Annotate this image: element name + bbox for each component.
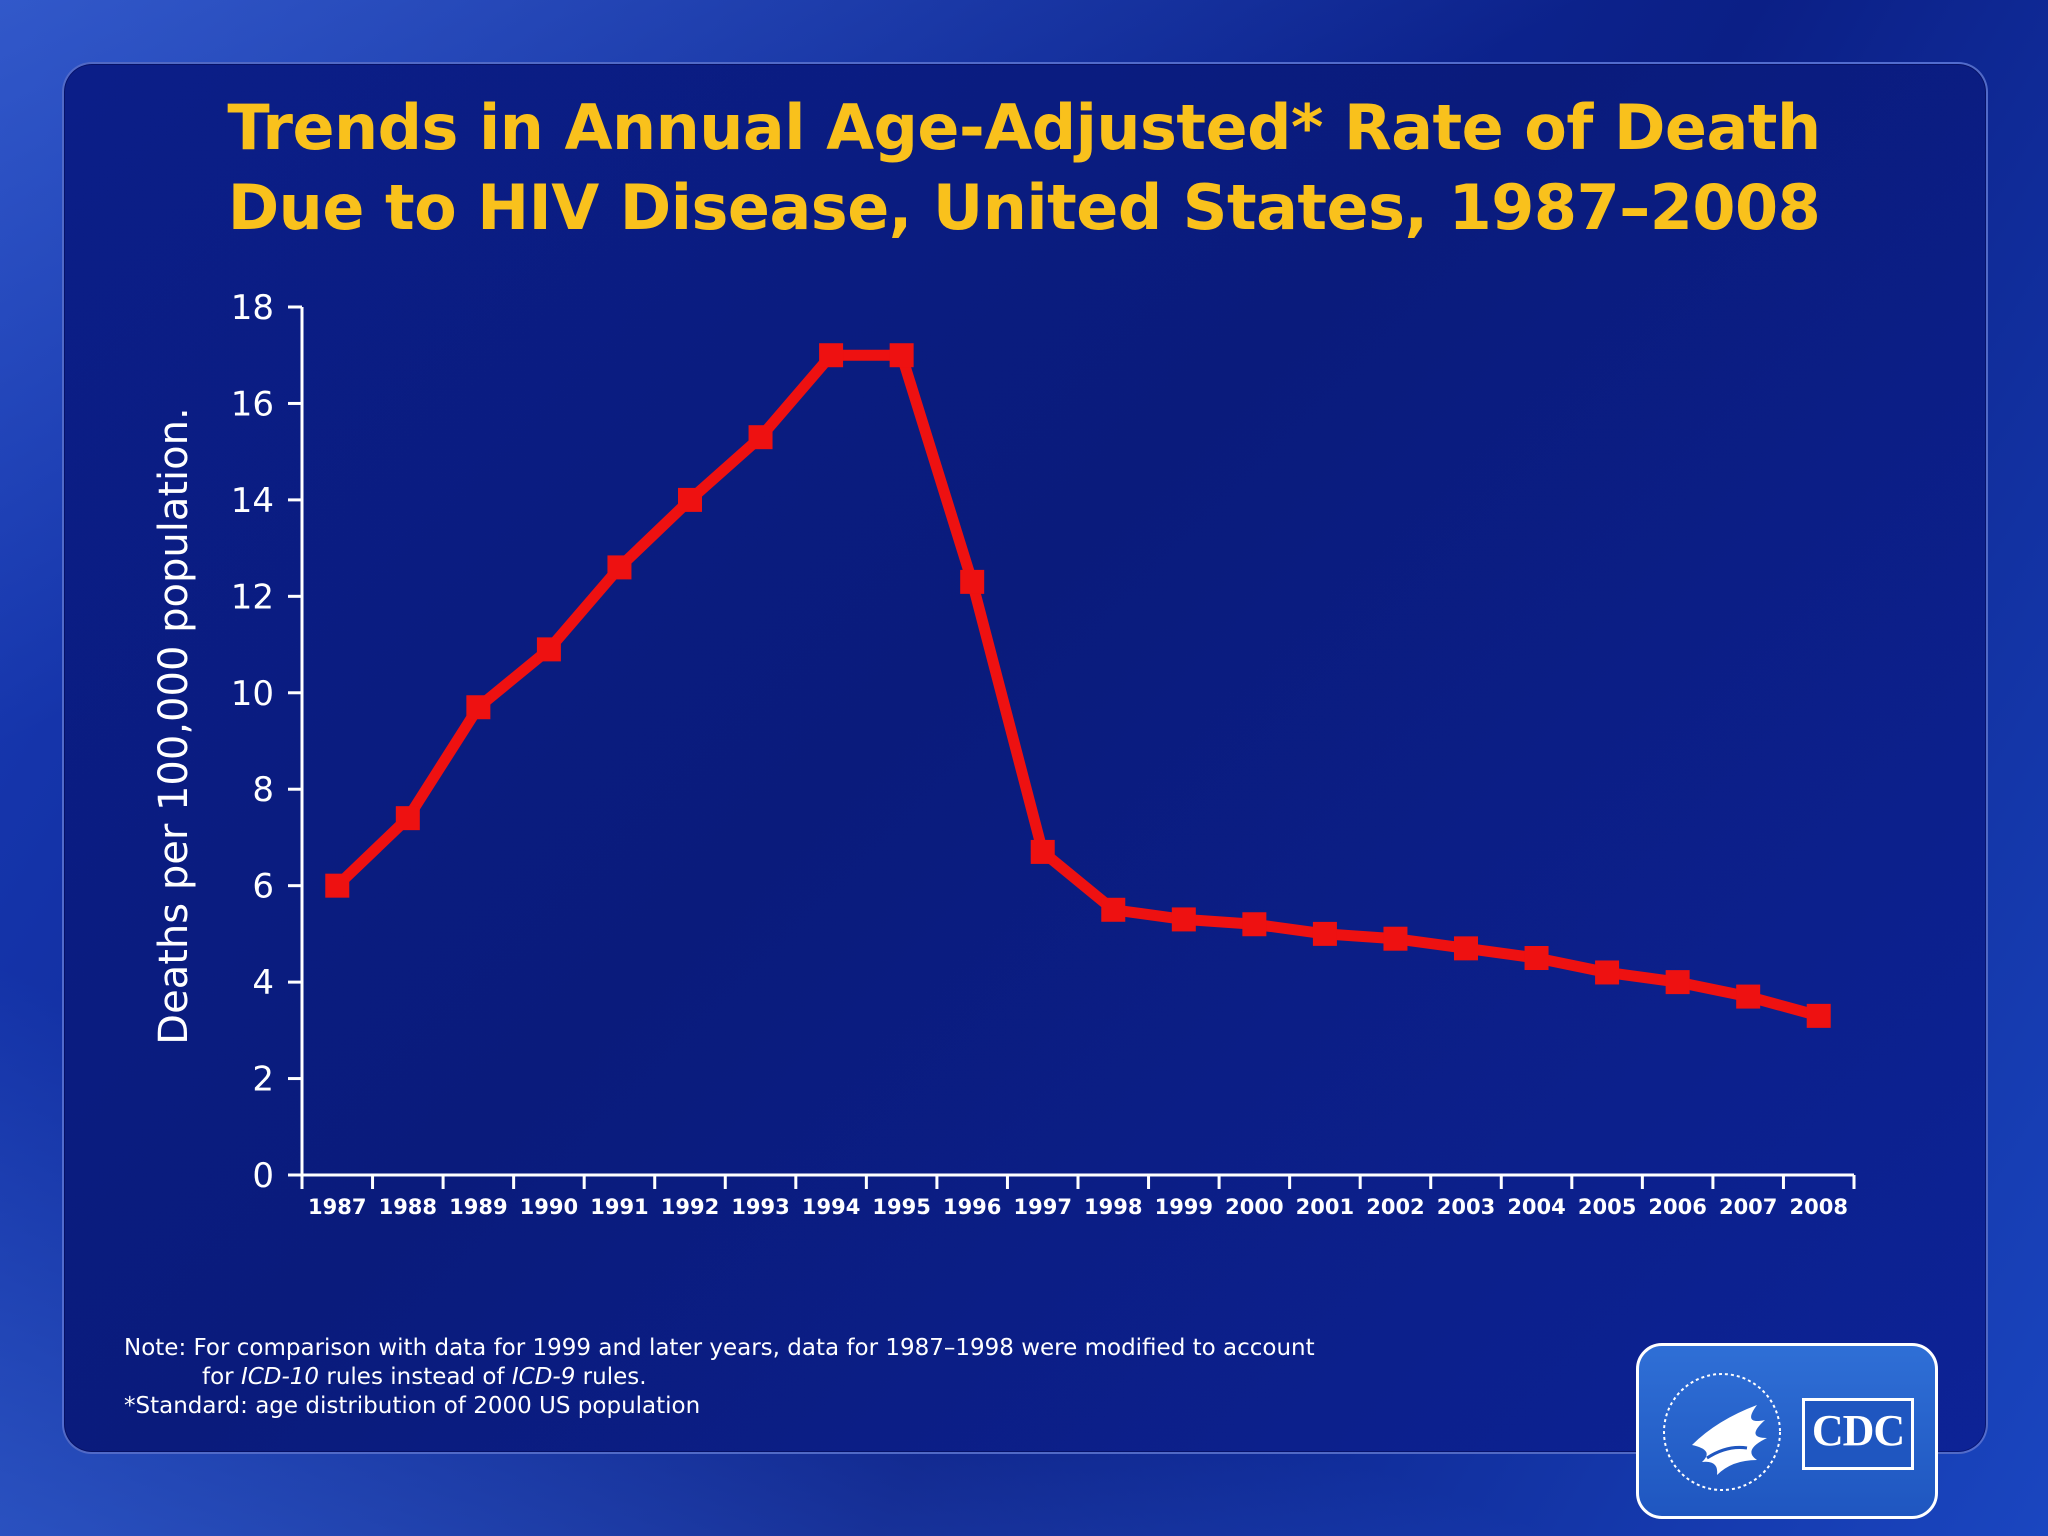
note-text: rules. <box>575 1364 647 1390</box>
data-point <box>819 343 844 368</box>
data-point <box>1665 970 1690 995</box>
x-tick-label: 2002 <box>1366 1195 1424 1219</box>
x-tick-label: 1993 <box>731 1195 789 1219</box>
data-point <box>1171 907 1196 932</box>
x-tick-label: 1992 <box>661 1195 719 1219</box>
x-tick-label: 1995 <box>872 1195 930 1219</box>
data-point <box>748 425 773 450</box>
data-point <box>1101 897 1126 922</box>
y-tick-label: 4 <box>252 963 274 1003</box>
x-tick-label: 2005 <box>1578 1195 1636 1219</box>
y-tick-label: 10 <box>231 674 274 714</box>
data-point <box>607 555 632 580</box>
series-line <box>331 349 1825 1022</box>
x-tick-label: 2008 <box>1790 1195 1848 1219</box>
y-tick-label: 16 <box>231 384 274 424</box>
data-point <box>1806 1003 1831 1028</box>
x-tick-label: 2003 <box>1437 1195 1495 1219</box>
y-tick-label: 0 <box>252 1156 274 1196</box>
title-line-1: Trends in Annual Age-Adjusted* Rate of D… <box>227 91 1821 164</box>
slide-title: Trends in Annual Age-Adjusted* Rate of D… <box>100 88 1948 248</box>
data-point <box>678 487 702 512</box>
data-point <box>1595 960 1620 985</box>
data-point <box>1383 926 1408 951</box>
x-tick-label: 1989 <box>449 1195 507 1219</box>
note-line-1: Note: For comparison with data for 1999 … <box>124 1335 1315 1361</box>
data-point <box>1524 946 1549 970</box>
data-point <box>1736 984 1761 1009</box>
data-point <box>1312 921 1337 946</box>
x-tick-label: 1996 <box>943 1195 1001 1219</box>
footnote: Note: For comparison with data for 1999 … <box>124 1334 1315 1421</box>
x-tick-label: 1991 <box>590 1195 648 1219</box>
x-tick-label: 1988 <box>379 1195 437 1219</box>
y-tick-label: 8 <box>252 770 274 810</box>
note-text: rules instead of <box>319 1364 512 1390</box>
data-point <box>960 569 985 594</box>
y-tick-label: 2 <box>252 1060 274 1100</box>
data-point <box>1030 839 1055 864</box>
x-tick-label: 2006 <box>1648 1195 1706 1219</box>
y-tick-label: 12 <box>231 577 274 617</box>
data-point <box>889 343 914 368</box>
y-tick-label: 6 <box>252 867 274 907</box>
data-point <box>1242 912 1267 937</box>
x-tick-label: 2007 <box>1719 1195 1777 1219</box>
data-point <box>1454 936 1478 961</box>
y-tick-label: 14 <box>231 481 274 521</box>
data-point <box>325 873 350 898</box>
y-tick-label: 18 <box>231 288 274 328</box>
note-text: for <box>202 1364 241 1390</box>
note-icd9: ICD-9 <box>511 1364 576 1390</box>
data-point <box>395 806 420 831</box>
slide-panel <box>62 62 1988 1454</box>
x-tick-label: 2001 <box>1296 1195 1354 1219</box>
data-point <box>466 695 491 720</box>
y-axis-label: Deaths per 100,000 population. <box>151 407 197 1044</box>
note-line-3: *Standard: age distribution of 2000 US p… <box>124 1393 701 1419</box>
note-icd10: ICD-10 <box>240 1364 320 1390</box>
x-tick-label: 1994 <box>802 1195 860 1219</box>
cdc-logo-box: CDC <box>1636 1343 1938 1519</box>
x-tick-label: 1997 <box>1014 1195 1072 1219</box>
x-tick-label: 1998 <box>1084 1195 1142 1219</box>
x-tick-label: 1999 <box>1155 1195 1213 1219</box>
x-tick-label: 2004 <box>1507 1195 1565 1219</box>
x-tick-label: 1987 <box>308 1195 366 1219</box>
title-line-2: Due to HIV Disease, United States, 1987–… <box>227 171 1821 244</box>
cdc-wordmark: CDC <box>1802 1398 1914 1470</box>
hhs-eagle-icon <box>1663 1373 1781 1491</box>
x-tick-label: 1990 <box>520 1195 578 1219</box>
note-line-2: for ICD-10 rules instead of ICD-9 rules. <box>124 1363 1315 1392</box>
x-tick-label: 2000 <box>1225 1195 1283 1219</box>
data-point <box>536 637 561 662</box>
